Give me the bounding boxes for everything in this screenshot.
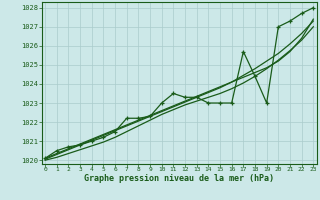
X-axis label: Graphe pression niveau de la mer (hPa): Graphe pression niveau de la mer (hPa) [84, 174, 274, 183]
